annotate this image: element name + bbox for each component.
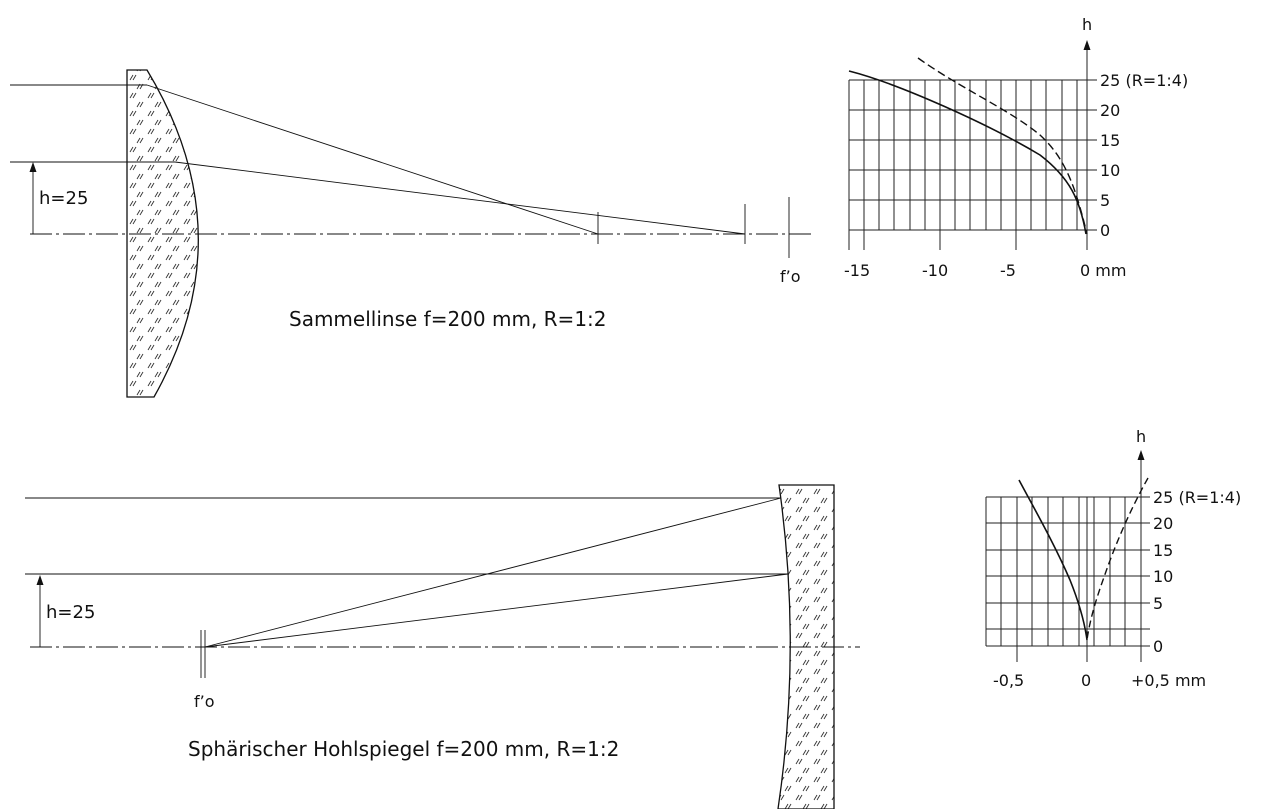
refracted-ray-inner — [174, 161, 746, 235]
chart-top-h-label: h — [1082, 15, 1092, 34]
series-solid-top — [848, 70, 1087, 235]
reflected-ray-outer — [204, 497, 782, 648]
reflected-ray-inner — [204, 573, 789, 648]
y-tick-15: 15 — [1100, 131, 1120, 150]
mirror-diagram: h=25 f’o Sphärischer Hohlspiegel f=200 m… — [25, 484, 860, 809]
y-tick-10: 10 — [1100, 161, 1120, 180]
x-tick-0mm: 0 mm — [1080, 261, 1126, 280]
y-tick-25: 25 (R=1:4) — [1153, 488, 1241, 507]
y-tick-0: 0 — [1100, 221, 1110, 240]
refracted-ray-outer — [146, 84, 599, 235]
x-tick-0: 0 — [1081, 671, 1091, 690]
x-tick-plus05mm: +0,5 mm — [1131, 671, 1206, 690]
series-dashed-bottom — [1086, 477, 1149, 641]
chart-bottom-grid — [985, 458, 1150, 662]
y-tick-20: 20 — [1100, 101, 1120, 120]
chart-bottom-h-label: h — [1136, 427, 1146, 446]
h-axis-arrow-icon — [1083, 40, 1091, 50]
y-tick-15: 15 — [1153, 541, 1173, 560]
arrowhead-icon — [29, 162, 37, 172]
chart-top: h 25 (R=1:4) 20 15 10 5 0 -15 -10 -5 0 m… — [844, 15, 1188, 280]
y-tick-20: 20 — [1153, 514, 1173, 533]
focus-label-top: f’o — [780, 267, 801, 286]
y-tick-5: 5 — [1100, 191, 1110, 210]
y-tick-5: 5 — [1153, 594, 1163, 613]
y-tick-10: 10 — [1153, 567, 1173, 586]
x-tick-minus05: -0,5 — [993, 671, 1024, 690]
chart-bottom: h 25 (R=1:4) 20 15 10 5 0 -0,5 0 +0,5 mm — [985, 427, 1241, 690]
h-axis-arrow-icon — [1137, 450, 1145, 460]
caption-top: Sammellinse f=200 mm, R=1:2 — [289, 307, 607, 331]
height-label-bottom: h=25 — [46, 602, 95, 623]
focus-label-bottom: f’o — [194, 692, 215, 711]
height-label-top: h=25 — [39, 188, 88, 209]
x-tick-minus10: -10 — [922, 261, 948, 280]
x-tick-minus5: -5 — [1000, 261, 1016, 280]
arrowhead-icon — [36, 575, 44, 585]
y-tick-25: 25 (R=1:4) — [1100, 71, 1188, 90]
series-dashed-top — [917, 57, 1088, 235]
x-tick-minus15: -15 — [844, 261, 870, 280]
y-tick-0: 0 — [1153, 637, 1163, 656]
series-solid-bottom — [1018, 479, 1088, 641]
caption-bottom: Sphärischer Hohlspiegel f=200 mm, R=1:2 — [188, 737, 619, 761]
lens-diagram: h=25 f’o Sammellinse f=200 mm, R=1:2 — [10, 69, 812, 398]
chart-top-grid — [848, 48, 1097, 250]
